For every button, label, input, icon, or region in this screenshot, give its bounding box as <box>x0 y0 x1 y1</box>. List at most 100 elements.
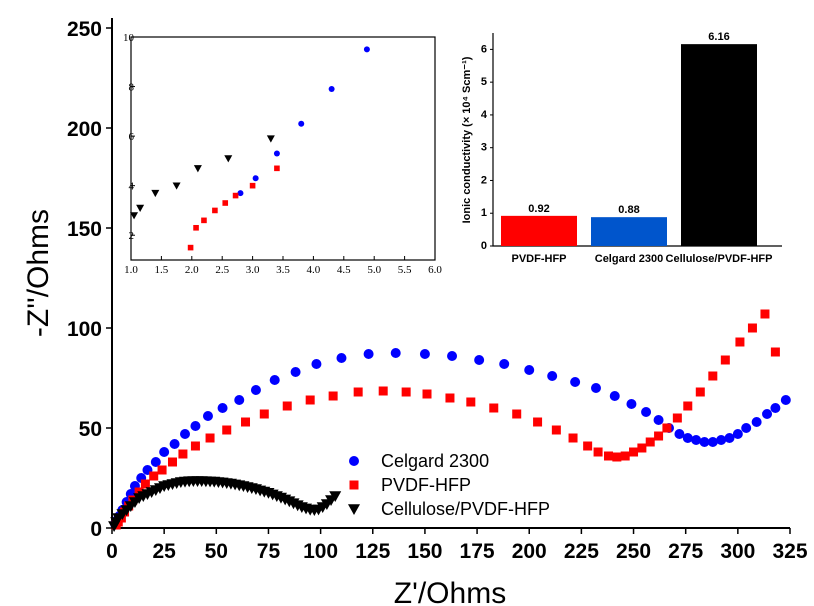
inset-zoom-chart: 1.0 1.5 2.0 2.5 3.0 3.5 4.0 4.5 5.0 5.5 6.0 2 4 6 8 10 <box>123 32 442 276</box>
main-point <box>311 359 322 369</box>
main-x-tick-label: 100 <box>303 540 338 563</box>
main-point <box>641 407 652 417</box>
main-point <box>653 415 664 425</box>
inset-zoom-x-tick-label: 1.5 <box>155 264 169 276</box>
main-x-tick-label: 225 <box>564 540 599 563</box>
main-point <box>780 395 791 405</box>
main-point <box>167 457 177 467</box>
main-y-tick-label: 250 <box>67 18 102 41</box>
main-x-tick-label: 150 <box>407 540 442 563</box>
inset-zoom-y-tick-label: 8 <box>129 82 135 94</box>
main-point <box>770 347 780 357</box>
inset-bar-y-axis-title: Ionic conductivity (× 10⁴ Scm⁻¹) <box>461 56 473 223</box>
main-point <box>751 417 762 427</box>
inset-zoom-point <box>151 189 160 198</box>
main-point <box>760 309 770 319</box>
legend-label: Celgard 2300 <box>381 451 489 471</box>
main-point <box>699 437 710 447</box>
main-point <box>282 401 292 411</box>
inset-bar-category-label: Celgard 2300 <box>595 253 663 265</box>
main-x-tick-label: 125 <box>355 540 390 563</box>
inset-bar-chart: 0 1 2 3 4 5 6 Ionic conductivity (× 10⁴ Scm⁻¹)… <box>456 28 786 273</box>
main-point <box>629 447 639 457</box>
main-point <box>735 337 745 347</box>
main-point <box>708 371 718 381</box>
main-point <box>672 413 682 423</box>
main-point <box>593 447 603 457</box>
main-point <box>419 349 430 359</box>
main-point <box>747 323 757 333</box>
main-point <box>259 409 269 419</box>
inset-zoom-data-points <box>130 46 370 251</box>
main-ticks: 0 25 50 75 100 125 150 175 200 225 250 275 300 325050… <box>67 18 808 563</box>
inset-zoom-x-tick-label: 4.5 <box>337 264 351 276</box>
inset-zoom-point <box>193 224 199 231</box>
inset-zoom-ticks: 1.0 1.5 2.0 2.5 3.0 3.5 4.0 4.5 5.0 5.5 6.0 2 4 6 8 10 <box>123 32 442 276</box>
inset-zoom-point <box>363 46 370 53</box>
inset-zoom-y-tick-label: 10 <box>123 32 135 44</box>
inset-bar-y-tick-label: 0 <box>481 240 487 252</box>
inset-bar-y-tick-label: 2 <box>481 174 487 186</box>
main-point <box>499 359 510 369</box>
main-point <box>149 471 159 481</box>
main-point <box>645 437 655 447</box>
main-point <box>447 351 458 361</box>
inset-bar <box>591 217 667 246</box>
main-point <box>583 441 593 451</box>
inset-zoom-y-tick-label: 6 <box>129 131 135 143</box>
main-point <box>770 403 781 413</box>
inset-zoom-x-tick-label: 3.5 <box>276 264 290 276</box>
main-point <box>654 431 664 441</box>
main-point <box>222 425 232 435</box>
inset-bar-y-tick-label: 5 <box>481 76 487 88</box>
main-point <box>466 397 476 407</box>
main-point <box>604 451 614 461</box>
main-point <box>329 491 342 502</box>
main-x-tick-label: 0 <box>106 540 118 563</box>
main-point <box>674 429 685 439</box>
inset-zoom-x-tick-label: 3.0 <box>246 264 260 276</box>
inset-zoom-point <box>237 190 244 197</box>
main-point <box>150 457 161 467</box>
main-y-tick-label: 200 <box>67 118 102 141</box>
main-point <box>707 437 718 447</box>
inset-zoom-point <box>273 150 280 157</box>
inset-bar-category-label: Cellulose/PVDF-HFP <box>666 253 773 265</box>
main-point <box>570 377 581 387</box>
main-data-points <box>108 309 791 532</box>
main-x-tick-label: 250 <box>616 540 651 563</box>
inset-zoom-point <box>224 155 233 163</box>
main-point <box>741 423 752 433</box>
main-point <box>328 391 338 401</box>
main-point <box>637 443 647 453</box>
inset-zoom-point <box>298 120 305 127</box>
main-point <box>533 417 543 427</box>
main-point <box>401 387 411 397</box>
main-point <box>157 465 167 475</box>
main-point <box>716 435 727 445</box>
main-y-tick-label: 150 <box>67 218 102 241</box>
main-y-tick-label: 100 <box>67 318 102 341</box>
inset-zoom-point <box>201 217 207 224</box>
main-point <box>612 452 622 462</box>
main-x-tick-label: 300 <box>720 540 755 563</box>
main-point <box>250 385 261 395</box>
main-x-tick-label: 200 <box>512 540 547 563</box>
main-point <box>720 355 730 365</box>
inset-zoom-point <box>193 165 202 173</box>
main-point <box>390 348 401 358</box>
inset-zoom-x-tick-label: 1.0 <box>124 264 138 276</box>
inset-zoom-y-tick-label: 2 <box>129 230 135 242</box>
main-point <box>724 433 735 443</box>
main-point <box>234 395 245 405</box>
inset-zoom-frame <box>130 36 436 261</box>
inset-zoom-point <box>172 182 181 190</box>
main-point <box>626 399 637 409</box>
inset-bar-y-tick-label: 3 <box>481 142 487 154</box>
inset-zoom-point <box>136 204 145 212</box>
main-point <box>353 387 363 397</box>
main-point <box>217 403 228 413</box>
main-point <box>732 429 743 439</box>
inset-bar <box>501 215 577 246</box>
main-point <box>568 433 578 443</box>
